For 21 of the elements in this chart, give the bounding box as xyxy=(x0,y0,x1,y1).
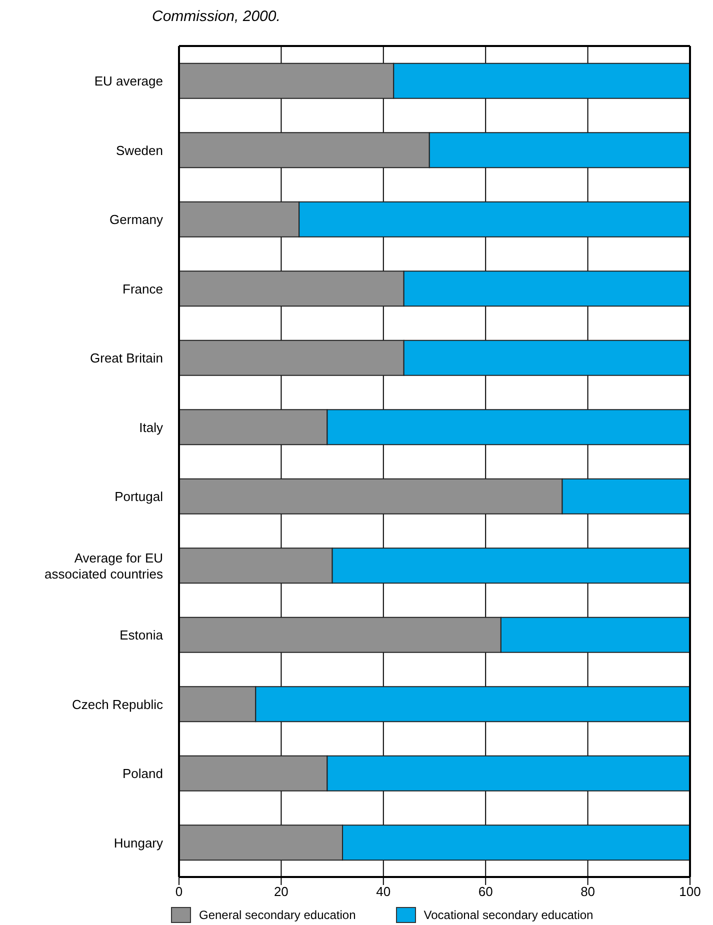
y-tick-label: Hungary xyxy=(114,834,164,850)
text: Commission, 2000. xyxy=(151,8,282,27)
x-tick-label: 40 xyxy=(376,884,391,900)
y-tick-label: Average for EU associated countries xyxy=(44,550,164,581)
y-tick-label: Poland xyxy=(122,766,163,781)
x-tick-label: 100 xyxy=(679,884,701,900)
y-tick-label: Estonia xyxy=(120,627,164,642)
y-tick-label: Czech Republic xyxy=(72,696,164,712)
legend-label: General secondary education xyxy=(199,908,356,922)
y-tick-label: Portugal xyxy=(114,488,164,504)
x-tick-label: 80 xyxy=(580,884,596,900)
legend-label: Vocational secondary education xyxy=(424,908,594,922)
y-tick-label: France xyxy=(122,280,163,296)
x-tick-label: 60 xyxy=(478,884,493,900)
y-tick-label: Germany xyxy=(110,212,164,227)
y-tick-label: Italy xyxy=(139,419,164,434)
y-tick-label: EU average xyxy=(94,73,163,88)
x-tick-label: 20 xyxy=(274,884,288,900)
y-tick-label: Sweden xyxy=(116,142,163,158)
x-tick-label: 0 xyxy=(175,884,183,900)
y-tick-label: Great Britain xyxy=(90,350,163,366)
